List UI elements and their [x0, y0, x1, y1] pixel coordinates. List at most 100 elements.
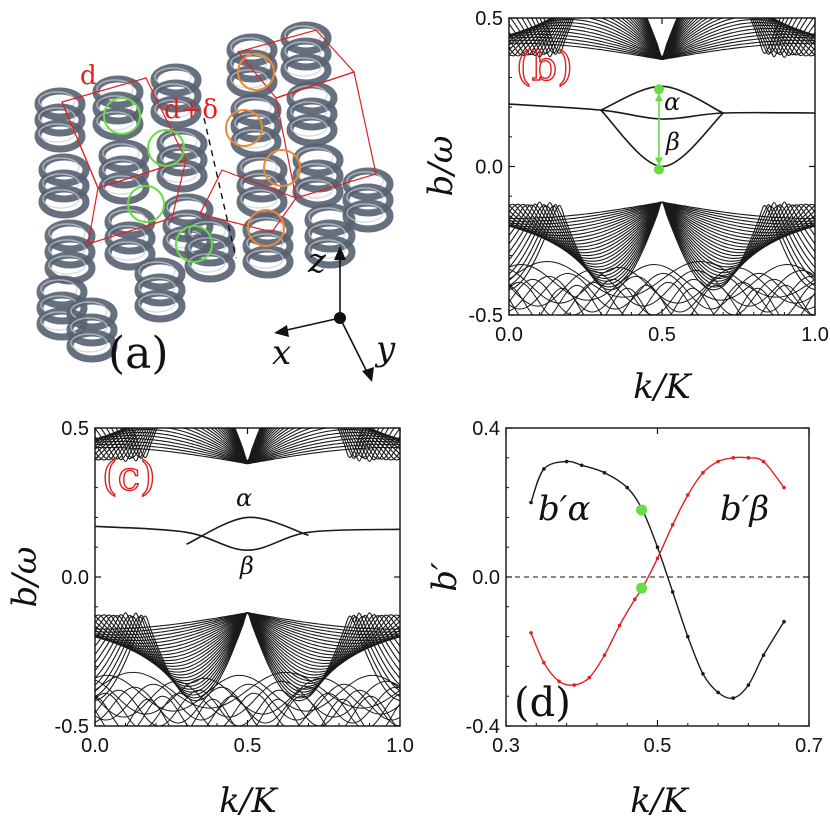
helix-turn: [286, 97, 338, 131]
helix-highlight: [188, 253, 226, 273]
bulk-band-deep: [95, 671, 400, 709]
panel-b-beta-label: β: [665, 128, 680, 156]
helix-turn: [304, 235, 356, 269]
distance-d-delta-label: d+δ: [164, 95, 218, 125]
helix-turn: [98, 139, 150, 173]
helix-turn: [38, 169, 90, 203]
axis-z-label: z: [307, 241, 327, 281]
y-tick-label: 0.5: [61, 418, 89, 440]
series-point: [602, 470, 607, 475]
helix-turn: [292, 143, 344, 177]
separation-dashed-line: [203, 117, 237, 259]
helix-turn: [36, 275, 88, 309]
y-tick-label: -0.5: [55, 716, 89, 738]
helix-highlight: [346, 203, 384, 223]
panel-d-derivative-plot: 0.3 0.5 0.7 -0.4 0.0 0.4 k/K b′ (d) b′α b′β: [425, 418, 823, 821]
helix-highlight: [240, 189, 278, 209]
bulk-band-deep: [509, 281, 815, 315]
orange-ring: [247, 209, 285, 247]
series-point: [632, 597, 637, 602]
helix-turn: [184, 217, 236, 251]
y-tick-label: 0.0: [475, 157, 503, 179]
series-point: [542, 660, 546, 665]
series-point: [655, 545, 660, 549]
helix-turn: [242, 229, 294, 263]
x-tick-label: 0.0: [495, 324, 523, 346]
helix-turn: [236, 153, 288, 187]
bulk-band-deep: [509, 272, 815, 310]
panel-d-label: (d): [514, 680, 571, 726]
bulk-band-lower: [95, 612, 400, 670]
helix-highlight: [138, 293, 176, 313]
helix-highlight: [42, 189, 80, 209]
y-tick-label: 0.0: [472, 567, 500, 589]
y-tick-label: 0.5: [475, 8, 503, 30]
panel-c-xlabel: k/K: [219, 781, 279, 821]
series-point: [731, 456, 736, 460]
helix-turn: [280, 21, 332, 55]
x-tick-label: 0.0: [81, 735, 109, 757]
helix-turn: [156, 159, 208, 193]
panel-b-alpha-label: α: [664, 88, 680, 116]
helix-turn: [34, 103, 86, 137]
orange-ring: [263, 149, 301, 187]
y-tick-label: 0.4: [472, 418, 500, 440]
green-ring: [103, 97, 141, 135]
series-point: [602, 653, 607, 658]
orange-ring: [225, 109, 263, 147]
series-point: [701, 470, 705, 475]
helix-turn: [342, 167, 394, 201]
series-point: [746, 456, 751, 460]
helix-highlight: [160, 163, 198, 183]
series-point: [529, 500, 533, 505]
panel-d-curves: [529, 456, 786, 700]
bulk-band-deep: [509, 261, 815, 298]
helix-highlight: [154, 99, 192, 119]
y-tick-label: -0.4: [466, 716, 500, 738]
y-tick-label: -0.5: [469, 305, 503, 327]
series-point: [529, 631, 533, 635]
helix-array: [34, 21, 394, 363]
helix-turn: [286, 81, 338, 115]
coordinate-axes: [274, 246, 374, 382]
series-point: [731, 696, 736, 700]
helix-turn: [98, 155, 150, 189]
series-point: [746, 683, 751, 687]
series-point: [557, 679, 561, 684]
helix-highlight: [308, 239, 346, 259]
helix-highlight: [296, 179, 334, 199]
edge-band-0: [509, 103, 815, 120]
crossing-point: [636, 582, 648, 594]
series-point: [782, 485, 786, 490]
unit-cell-left: [61, 77, 187, 245]
series-point: [782, 619, 786, 624]
bulk-band-deep: [509, 287, 815, 315]
helix-turn: [98, 171, 150, 205]
x-tick-label: 0.3: [492, 735, 520, 757]
green-ring: [147, 129, 185, 167]
marked-point: [653, 164, 664, 175]
helix-turn: [342, 183, 394, 217]
helix-turn: [226, 33, 278, 67]
series-point: [686, 493, 690, 497]
panel-b-plot-area: [509, 18, 815, 315]
helix-turn: [150, 79, 202, 113]
panel-c-label: (c): [102, 454, 156, 500]
orange-ring: [237, 53, 275, 91]
helix-highlight: [102, 175, 140, 195]
helix-highlight: [70, 333, 108, 353]
panel-c-plot-area: [95, 428, 400, 726]
helix-turn: [134, 257, 186, 291]
series-line-alpha: [530, 460, 785, 700]
edge-band-0: [95, 525, 400, 552]
helix-turn: [150, 63, 202, 97]
panel-b-ylabel: b/ω: [421, 136, 461, 197]
bulk-band-lower: [95, 612, 400, 702]
series-point: [572, 683, 576, 687]
gap-arrow-head-top: [654, 93, 663, 102]
bulk-band-upper: [131, 428, 364, 462]
series-point: [716, 459, 720, 464]
panel-c-band-plot: 0.0 0.5 1.0-0.50.00.5 k/K b/ω (c) α β: [5, 418, 414, 821]
helix-turn: [36, 291, 88, 325]
helix-turn: [292, 175, 344, 209]
